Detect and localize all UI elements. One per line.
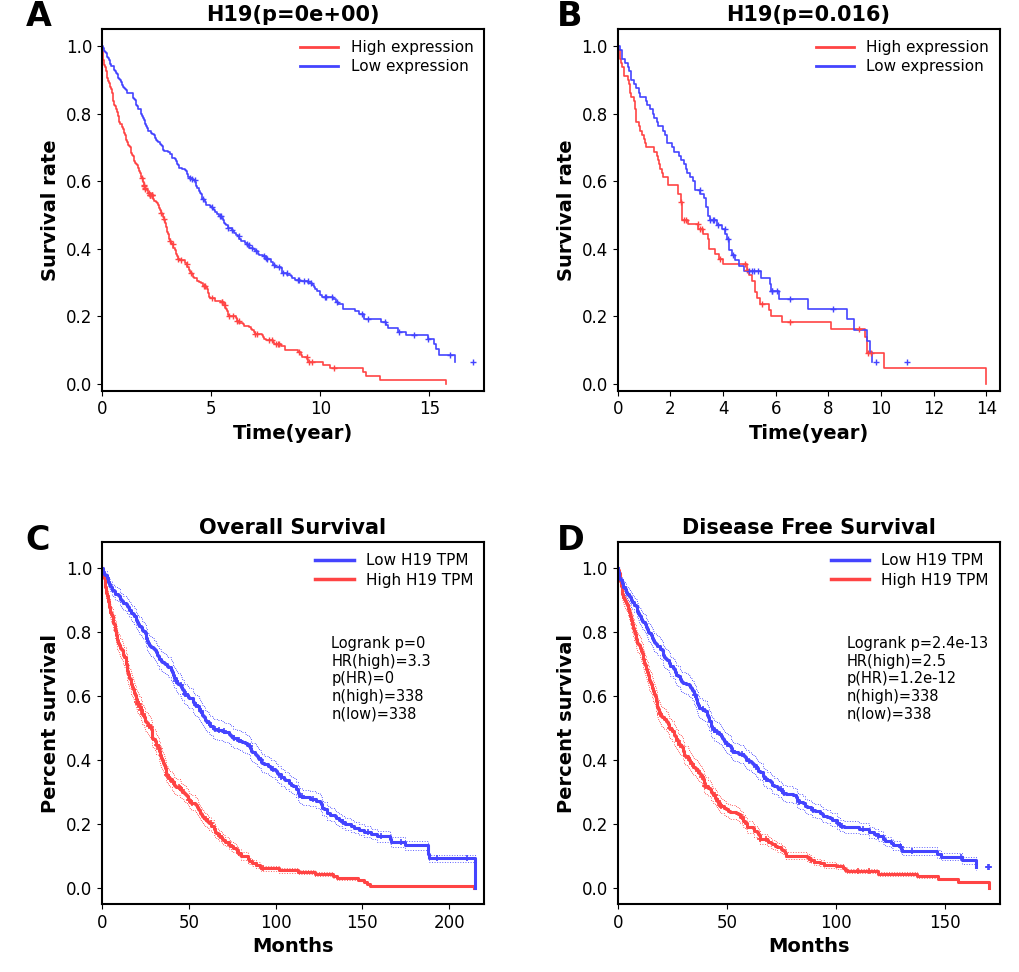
Legend: High expression, Low expression: High expression, Low expression [297, 37, 476, 78]
Text: Logrank p=0
HR(high)=3.3
p(HR)=0
n(high)=338
n(low)=338: Logrank p=0 HR(high)=3.3 p(HR)=0 n(high)… [331, 637, 430, 721]
Text: B: B [556, 0, 582, 33]
Title: Disease Free Survival: Disease Free Survival [681, 518, 934, 538]
X-axis label: Months: Months [767, 937, 849, 956]
Legend: High expression, Low expression: High expression, Low expression [812, 37, 991, 78]
Legend: Low H19 TPM, High H19 TPM: Low H19 TPM, High H19 TPM [827, 550, 991, 591]
Title: H19(p=0.016): H19(p=0.016) [726, 5, 890, 25]
Y-axis label: Percent survival: Percent survival [556, 634, 576, 813]
X-axis label: Time(year): Time(year) [232, 424, 353, 443]
Title: Overall Survival: Overall Survival [200, 518, 386, 538]
Text: A: A [25, 0, 51, 33]
X-axis label: Time(year): Time(year) [748, 424, 868, 443]
Title: H19(p=0e+00): H19(p=0e+00) [206, 5, 379, 25]
X-axis label: Months: Months [252, 937, 333, 956]
Text: C: C [25, 525, 50, 557]
Text: D: D [556, 525, 584, 557]
Y-axis label: Survival rate: Survival rate [42, 139, 60, 281]
Y-axis label: Percent survival: Percent survival [42, 634, 60, 813]
Text: Logrank p=2.4e-13
HR(high)=2.5
p(HR)=1.2e-12
n(high)=338
n(low)=338: Logrank p=2.4e-13 HR(high)=2.5 p(HR)=1.2… [846, 637, 987, 721]
Legend: Low H19 TPM, High H19 TPM: Low H19 TPM, High H19 TPM [312, 550, 476, 591]
Y-axis label: Survival rate: Survival rate [556, 139, 576, 281]
